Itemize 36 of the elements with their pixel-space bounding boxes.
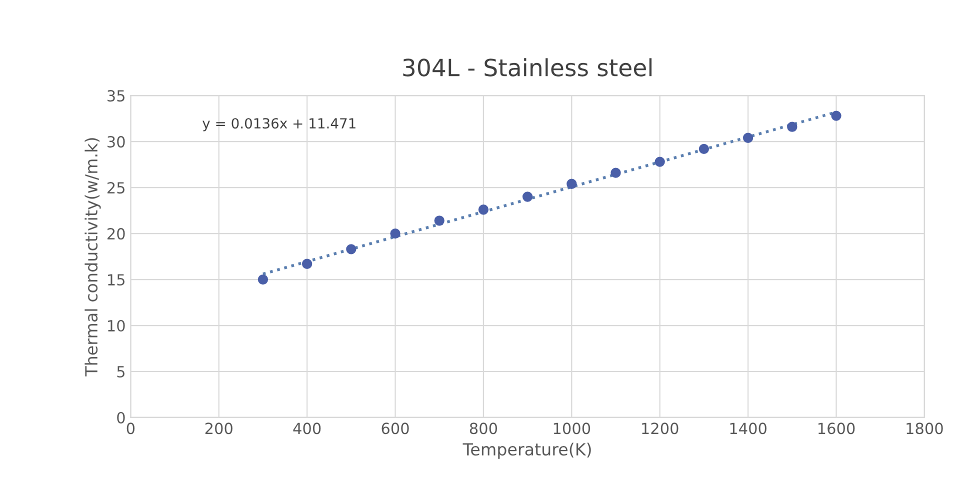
y-axis-title: Thermal conductivity(w/m.k) <box>84 138 101 376</box>
y-tick-label: 10 <box>108 320 125 332</box>
y-tick-label: 20 <box>107 228 125 240</box>
point <box>566 178 577 189</box>
x-tick-label: 0 <box>126 422 135 434</box>
x-tick-label: 600 <box>382 422 409 434</box>
y-tick-label: 0 <box>117 412 125 424</box>
y-tick-label: 35 <box>108 90 124 102</box>
point <box>390 228 400 239</box>
point <box>346 244 356 254</box>
x-tick-label: 400 <box>293 422 321 434</box>
y-tick-label: 30 <box>108 136 125 148</box>
point <box>742 132 754 143</box>
annotation: y = 0.0136x + 11.471 <box>202 118 356 132</box>
x-tick-label: 800 <box>470 422 498 434</box>
y-tick-label: 15 <box>108 274 124 286</box>
point <box>302 258 312 269</box>
point <box>434 216 444 226</box>
x-tick-label: 1400 <box>730 422 766 434</box>
point <box>258 274 268 285</box>
x-tick-label: 1200 <box>642 422 678 434</box>
point <box>787 122 798 132</box>
point <box>698 144 710 154</box>
x-tick-label: 1800 <box>906 422 943 434</box>
x-tick-label: 1000 <box>554 422 590 434</box>
point <box>478 204 489 215</box>
point <box>831 110 842 121</box>
point <box>522 192 533 202</box>
point <box>610 168 621 178</box>
y-tick-label: 5 <box>117 366 124 378</box>
chart-title: 304L - Stainless steel <box>403 58 652 76</box>
x-axis-title: Temperature(K) <box>462 442 591 459</box>
y-tick-label: 25 <box>107 182 124 194</box>
x-tick-label: 1600 <box>818 422 855 434</box>
point <box>654 156 665 167</box>
x-tick-label: 200 <box>205 422 232 434</box>
